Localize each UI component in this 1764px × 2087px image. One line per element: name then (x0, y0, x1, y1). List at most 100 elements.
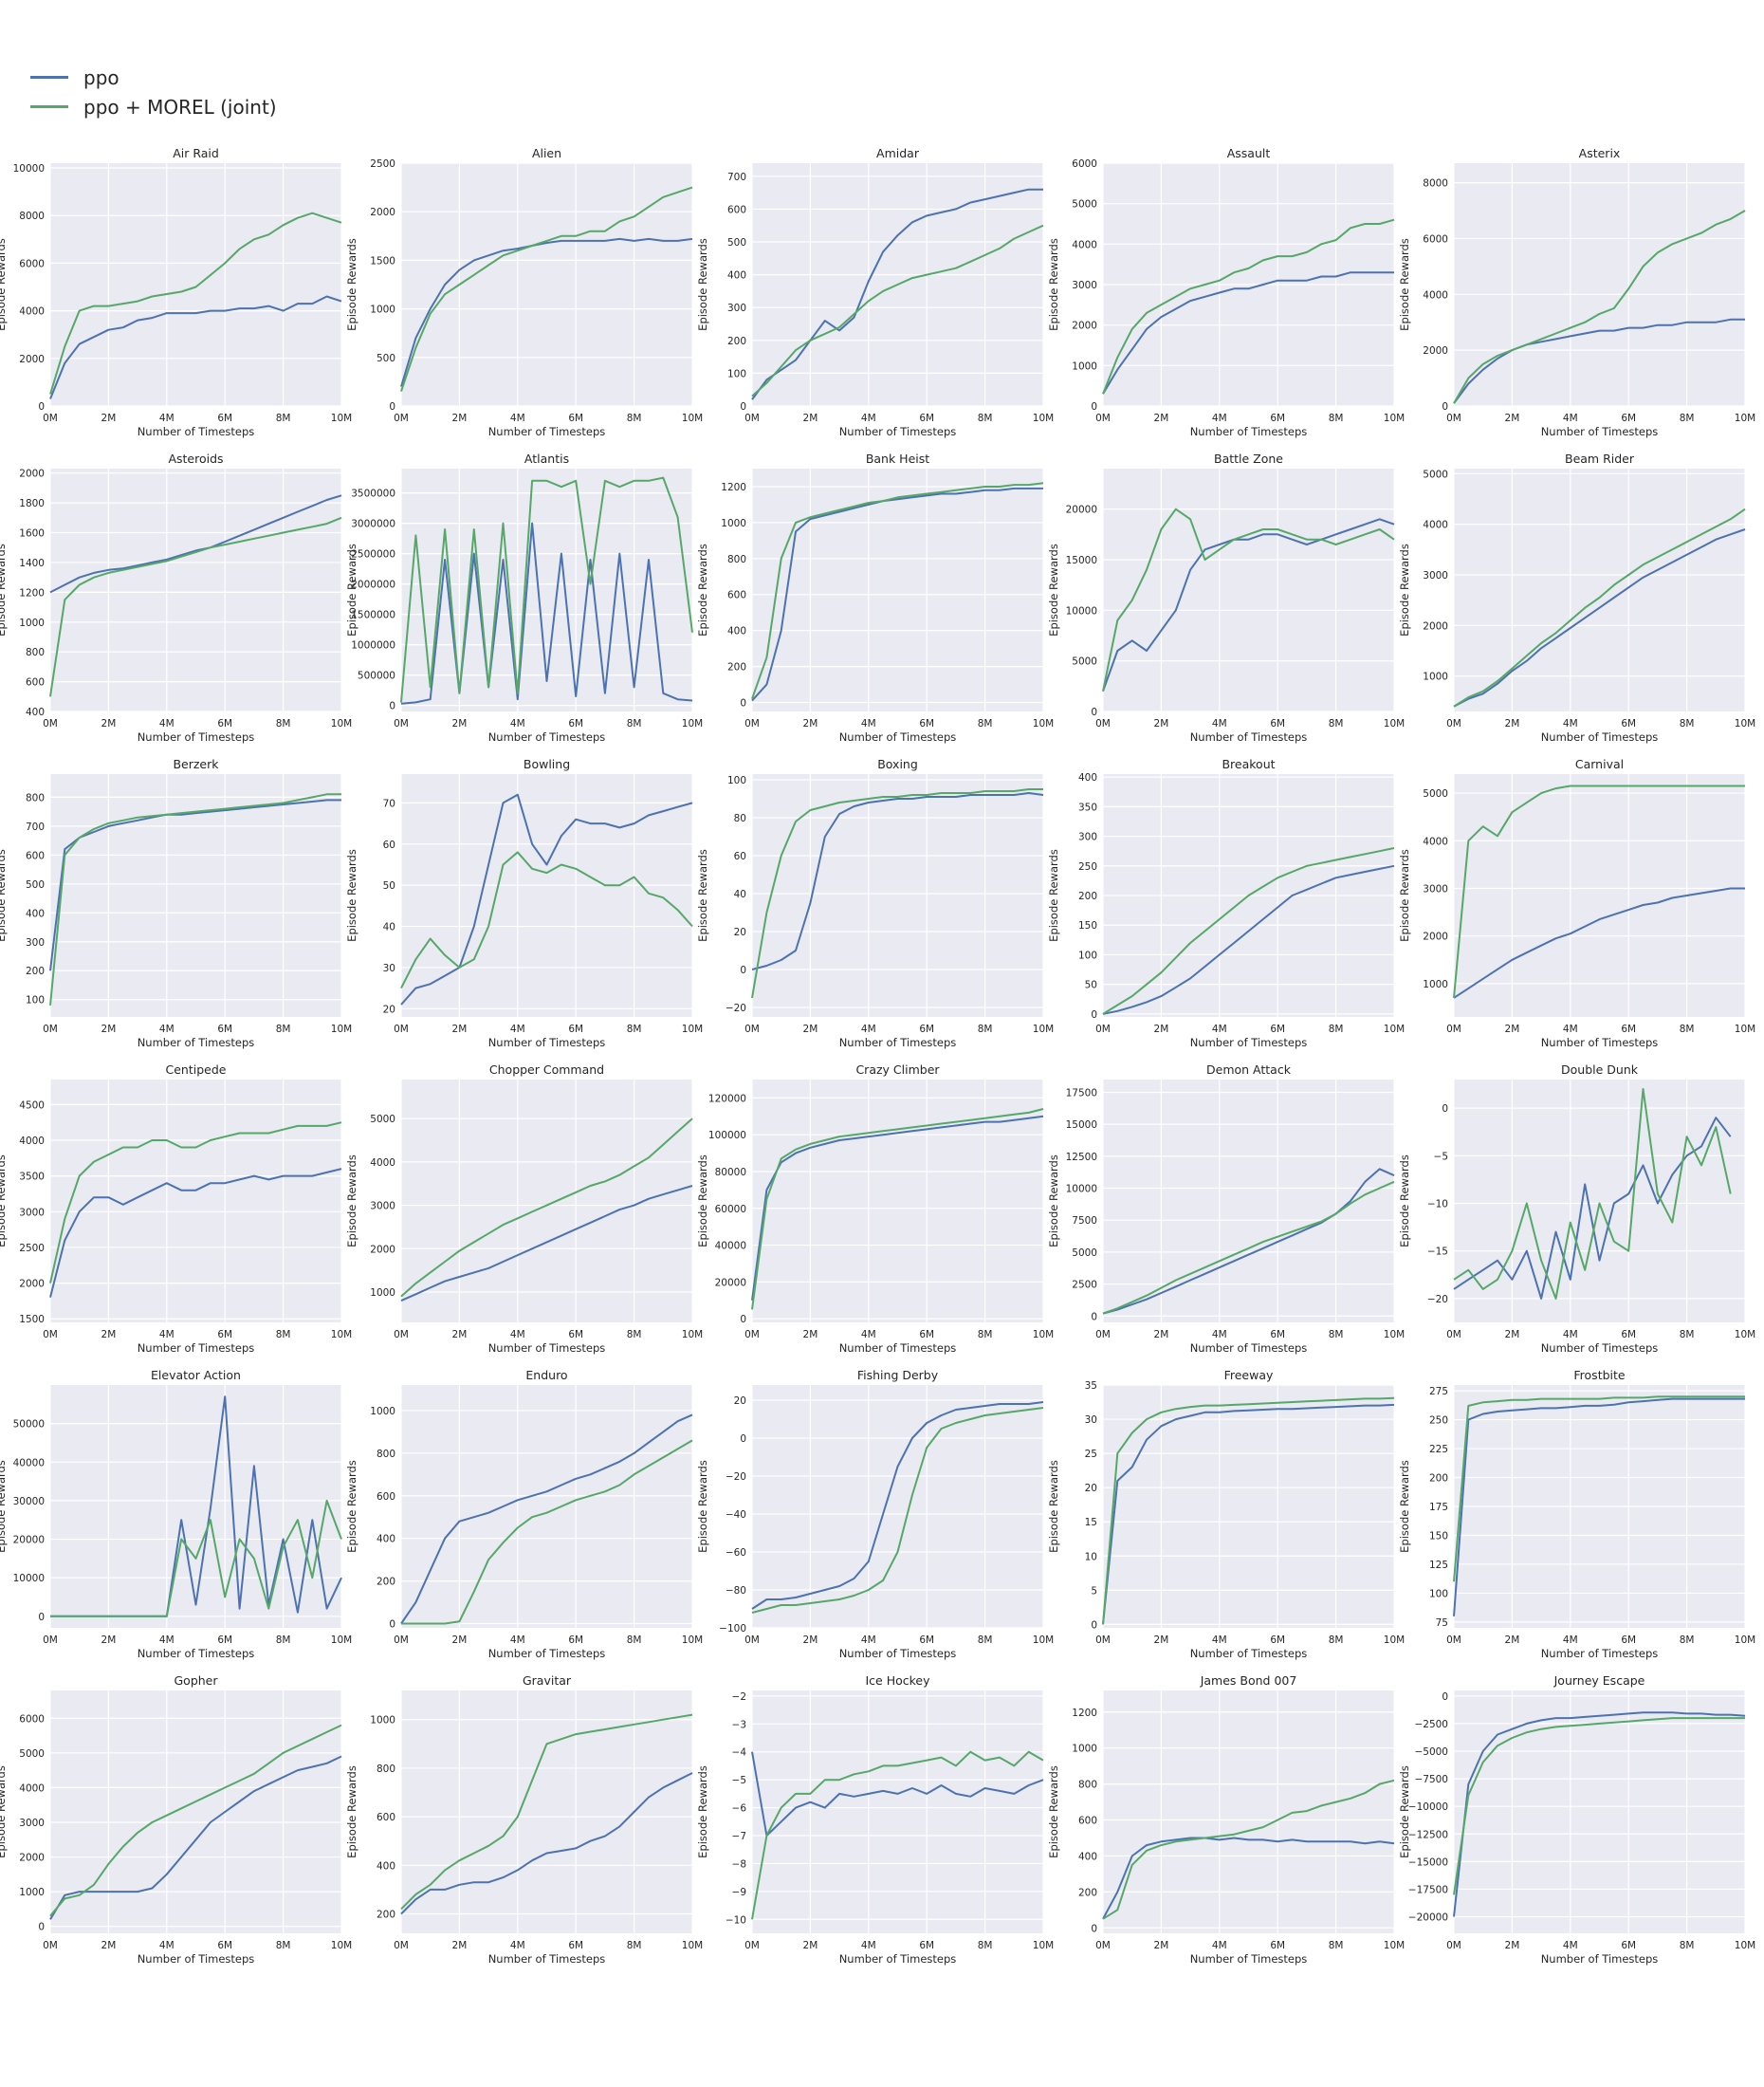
y-axis-label: Episode Rewards (1398, 1154, 1411, 1247)
y-axis-label: Episode Rewards (1047, 1765, 1060, 1858)
chart-title: Freeway (1224, 1368, 1274, 1382)
y-tick-label: 20000 (13, 1535, 45, 1546)
y-tick-label: 4000 (1072, 239, 1097, 250)
y-tick-label: 20000 (715, 1277, 746, 1288)
chart-title: Atlantis (524, 452, 569, 466)
y-tick-label: 5000 (1423, 788, 1448, 800)
x-tick-label: 8M (1680, 1329, 1695, 1340)
x-tick-label: 2M (1505, 1329, 1520, 1340)
y-tick-label: 600 (26, 677, 45, 689)
series-line-ppo (751, 792, 1044, 970)
series-line-ppo (49, 799, 341, 971)
x-tick-label: 0M (744, 718, 760, 730)
y-tick-label: 1500 (19, 1314, 45, 1325)
chart-berzerk: 0M 2M 4M 6M 8M 10M 100 200 300 400 500 600 700 800 Ber… (0, 757, 352, 1049)
x-axis-label: Number of Timesteps (138, 730, 255, 744)
x-tick-label: 10M (1033, 1635, 1054, 1646)
y-tick-label: 50 (383, 880, 395, 892)
x-tick-label: 2M (101, 718, 117, 730)
x-tick-label: 6M (919, 718, 934, 730)
x-axis-label: Number of Timesteps (839, 1341, 957, 1355)
x-tick-label: 4M (1212, 413, 1227, 424)
y-axis-label: Episode Rewards (696, 1154, 709, 1247)
y-tick-label: 400 (727, 626, 746, 637)
y-tick-label: 1000 (370, 305, 395, 316)
chart-boxing: 0M 2M 4M 6M 8M 10M −20 0 20 40 60 80 100 Boxing Number… (696, 757, 1054, 1049)
y-tick-label: 400 (377, 1534, 395, 1545)
x-tick-label: 2M (1154, 1024, 1169, 1035)
chart-title: Gopher (174, 1673, 218, 1688)
series-line-morel (751, 482, 1044, 700)
x-tick-label: 6M (217, 1940, 232, 1951)
plot-area (50, 1690, 341, 1933)
y-axis-label: Episode Rewards (0, 544, 8, 637)
series-line-ppo (751, 1751, 1044, 1837)
y-tick-label: 1400 (19, 558, 45, 569)
chart-double-dunk: 0M 2M 4M 6M 8M 10M −20 −15 −10 −5 0 Double Dunk Numb… (1398, 1062, 1755, 1355)
y-tick-label: 2500 (19, 1243, 45, 1254)
y-axis-label: Episode Rewards (1398, 238, 1411, 331)
x-axis-label: Number of Timesteps (488, 730, 606, 744)
x-tick-label: 2M (101, 1024, 117, 1035)
plot-area (1454, 1690, 1745, 1933)
chart-title: Ice Hockey (865, 1673, 930, 1688)
x-tick-label: 2M (101, 1635, 117, 1646)
series-line-ppo (49, 1168, 342, 1298)
plot-area (1454, 1080, 1745, 1322)
y-tick-label: 5000 (1423, 469, 1448, 480)
chart-title: Double Dunk (1561, 1062, 1639, 1077)
x-tick-label: 10M (1735, 1635, 1755, 1646)
x-tick-label: 8M (1329, 1024, 1344, 1035)
y-tick-label: 40000 (13, 1457, 45, 1468)
y-tick-label: 120000 (708, 1093, 746, 1104)
x-tick-label: 10M (1384, 1024, 1405, 1035)
x-axis-label: Number of Timesteps (138, 1036, 255, 1049)
chart-title: Demon Attack (1206, 1062, 1292, 1077)
x-tick-label: 4M (1563, 1635, 1578, 1646)
x-tick-label: 8M (276, 1940, 291, 1951)
x-tick-label: 8M (978, 1024, 993, 1035)
x-tick-label: 10M (1033, 1940, 1054, 1951)
y-tick-label: 40 (383, 922, 395, 933)
x-axis-label: Number of Timesteps (839, 1952, 957, 1966)
x-tick-label: 0M (1095, 1024, 1111, 1035)
y-tick-label: 7500 (1072, 1215, 1097, 1227)
y-tick-label: 30 (1085, 1414, 1097, 1426)
y-tick-label: 800 (26, 647, 45, 658)
series-line-morel (1102, 847, 1395, 1015)
y-tick-label: 2000 (19, 1279, 45, 1290)
y-tick-label: −20000 (1408, 1912, 1448, 1924)
series-line-ppo (400, 1185, 693, 1302)
y-tick-label: 2000 (1423, 620, 1448, 632)
x-tick-label: 10M (331, 1329, 352, 1340)
y-tick-label: 10000 (13, 1573, 45, 1584)
y-tick-label: 60000 (715, 1204, 746, 1215)
x-axis-label: Number of Timesteps (1541, 730, 1659, 744)
y-tick-label: 600 (727, 204, 746, 215)
x-tick-label: 4M (861, 1329, 876, 1340)
chart-elevator-action: 0M 2M 4M 6M 8M 10M 0 10000 20000 30000 40000 50000 E… (0, 1368, 352, 1660)
y-tick-label: 15000 (1066, 555, 1097, 566)
x-tick-label: 10M (331, 1024, 352, 1035)
chart-gravitar: 0M 2M 4M 6M 8M 10M 200 400 600 800 1000 Gravitar Num… (345, 1673, 703, 1966)
y-tick-label: −4 (732, 1747, 747, 1759)
chart-asterix: 0M 2M 4M 6M 8M 10M 0 2000 4000 6000 8000 Asterix Num… (1398, 146, 1755, 438)
y-tick-label: 1500000 (351, 610, 395, 621)
x-tick-label: 4M (1212, 1329, 1227, 1340)
y-tick-label: 800 (727, 554, 746, 565)
y-tick-label: −60 (726, 1547, 746, 1559)
x-tick-label: 2M (452, 1024, 468, 1035)
x-tick-label: 4M (861, 1635, 876, 1646)
y-tick-label: 10000 (1066, 1184, 1097, 1195)
chart-title: Asterix (1579, 146, 1621, 160)
y-tick-label: −7 (732, 1831, 746, 1842)
x-tick-label: 10M (1735, 1024, 1755, 1035)
chart-breakout: 0M 2M 4M 6M 8M 10M 0 50 100 150 200 250 300 350 400 Bre… (1047, 757, 1405, 1049)
y-axis-label: Episode Rewards (345, 849, 358, 942)
chart-title: Breakout (1222, 757, 1275, 771)
y-tick-label: 4000 (1423, 289, 1448, 301)
y-tick-label: −10 (726, 1914, 746, 1926)
x-tick-label: 0M (1095, 1635, 1111, 1646)
x-tick-label: 4M (1212, 1940, 1227, 1951)
y-axis-label: Episode Rewards (345, 238, 358, 331)
